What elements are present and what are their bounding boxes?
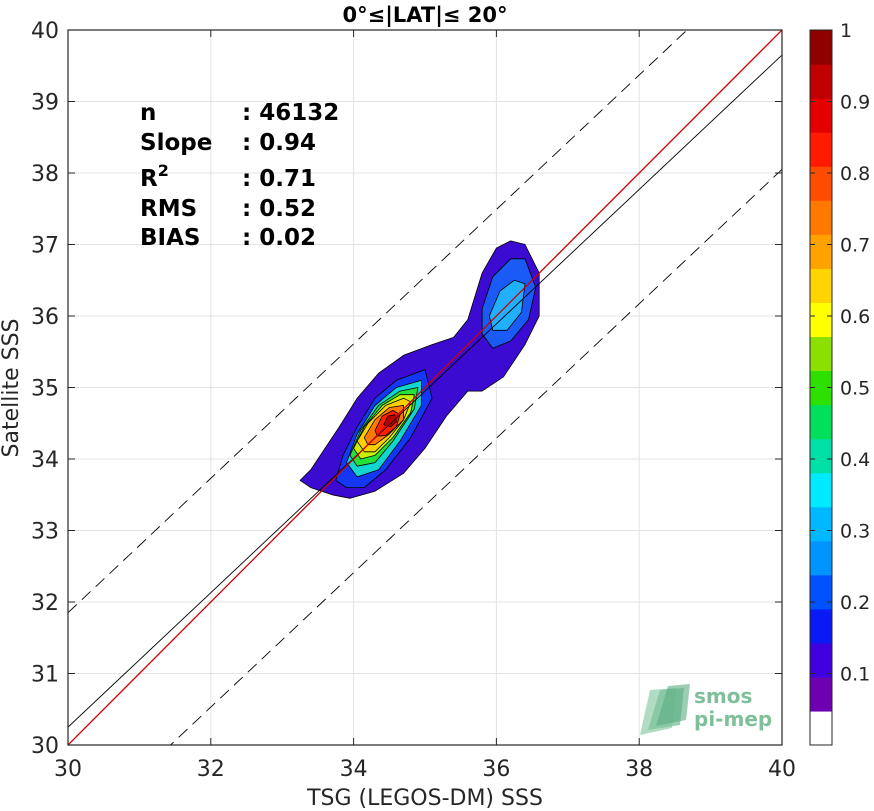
y-tick-label: 37 [31,234,59,259]
y-tick-label: 32 [31,591,59,616]
colorbar-tick-label: 0.5 [840,378,870,400]
colorbar-swatch [810,98,832,133]
y-tick-label: 33 [31,520,59,545]
grid [67,29,783,746]
colorbar-tick-label: 0.2 [840,592,870,614]
smos-pi-mep-logo: smos pi-mep [640,684,772,735]
colorbar-tick-label: 0.9 [840,92,870,114]
x-tick-label: 38 [625,757,653,782]
one-to-one-line [68,30,782,745]
x-tick-label: 36 [482,757,510,782]
colorbar-swatch [810,200,832,235]
stat-value: : 0.94 [242,130,316,156]
colorbar-swatch [810,710,832,746]
stat-value: : 0.02 [242,225,316,251]
colorbar-swatch [810,132,832,167]
lower-bound-line [169,169,782,745]
colorbar-swatch [810,370,832,406]
stats-box: n : 46132 Slope : 0.94 R2 : 0.71 RMS : 0.52 BIAS… [140,100,339,251]
colorbar-swatch [810,404,832,440]
y-tick-label: 38 [31,162,59,187]
colorbar-tick-label: 0.7 [840,235,870,257]
colorbar-tick-label: 1 [840,20,852,42]
y-tick-label: 30 [31,734,59,759]
x-axis-label: TSG (LEGOS-DM) SSS [306,786,543,811]
logo-line1: smos [694,684,752,708]
stat-value: : 46132 [242,100,339,126]
colorbar-tick-label: 0.3 [840,521,870,543]
y-tick-label: 35 [31,377,59,402]
colorbar-swatch [810,64,832,99]
colorbar-swatch [810,234,832,269]
colorbar-swatch [810,506,832,542]
colorbar-tick-label: 0.8 [840,163,870,185]
stat-label: RMS [140,196,197,222]
colorbar-swatch [810,268,832,303]
stat-label: R2 [140,161,169,192]
logo-mark-icon [640,684,690,735]
colorbar-tick-label: 0.6 [840,306,870,328]
stat-value: : 0.52 [242,196,316,222]
y-tick-label: 40 [31,19,59,44]
colorbar-swatch [810,302,832,338]
upper-bound-line [68,30,688,614]
chart-title: 0°≤|LAT|≤ 20° [342,3,507,28]
stat-label: Slope [140,130,212,156]
logo-line2: pi-mep [694,707,772,731]
contours [299,240,540,499]
y-tick-label: 36 [31,305,59,330]
colorbar-tick-label: 0.1 [840,664,870,686]
colorbar-swatch [810,676,832,712]
x-tick-label: 34 [340,757,368,782]
colorbar-tick-label: 0.4 [840,449,870,471]
y-axis-label: Satellite SSS [0,319,24,458]
colorbar-swatch [810,438,832,474]
x-tick-label: 30 [54,757,82,782]
stat-value: : 0.71 [242,166,316,192]
colorbar-swatch [810,336,832,372]
colorbar-swatch [810,472,832,508]
x-tick-label: 40 [768,757,796,782]
x-tick-label: 32 [197,757,225,782]
colorbar-swatch [810,166,832,201]
y-tick-label: 34 [31,448,59,473]
colorbar-swatch [810,30,832,65]
colorbar: 0.1 0.2 0.3 0.4 0.5 0.6 0.7 0.8 0.9 1 [809,20,870,746]
colorbar-swatch [810,608,832,644]
ticks: 30 32 34 36 38 40 30 31 32 33 34 35 36 37 38 39 40 [31,19,796,782]
fit-lines [68,30,782,745]
stat-label: BIAS [140,225,200,251]
colorbar-swatch [810,540,832,576]
regression-line [68,54,782,728]
y-tick-label: 31 [31,663,59,688]
stat-label: n [140,100,156,126]
y-tick-label: 39 [31,91,59,116]
colorbar-swatch [810,574,832,610]
colorbar-swatch [810,642,832,678]
